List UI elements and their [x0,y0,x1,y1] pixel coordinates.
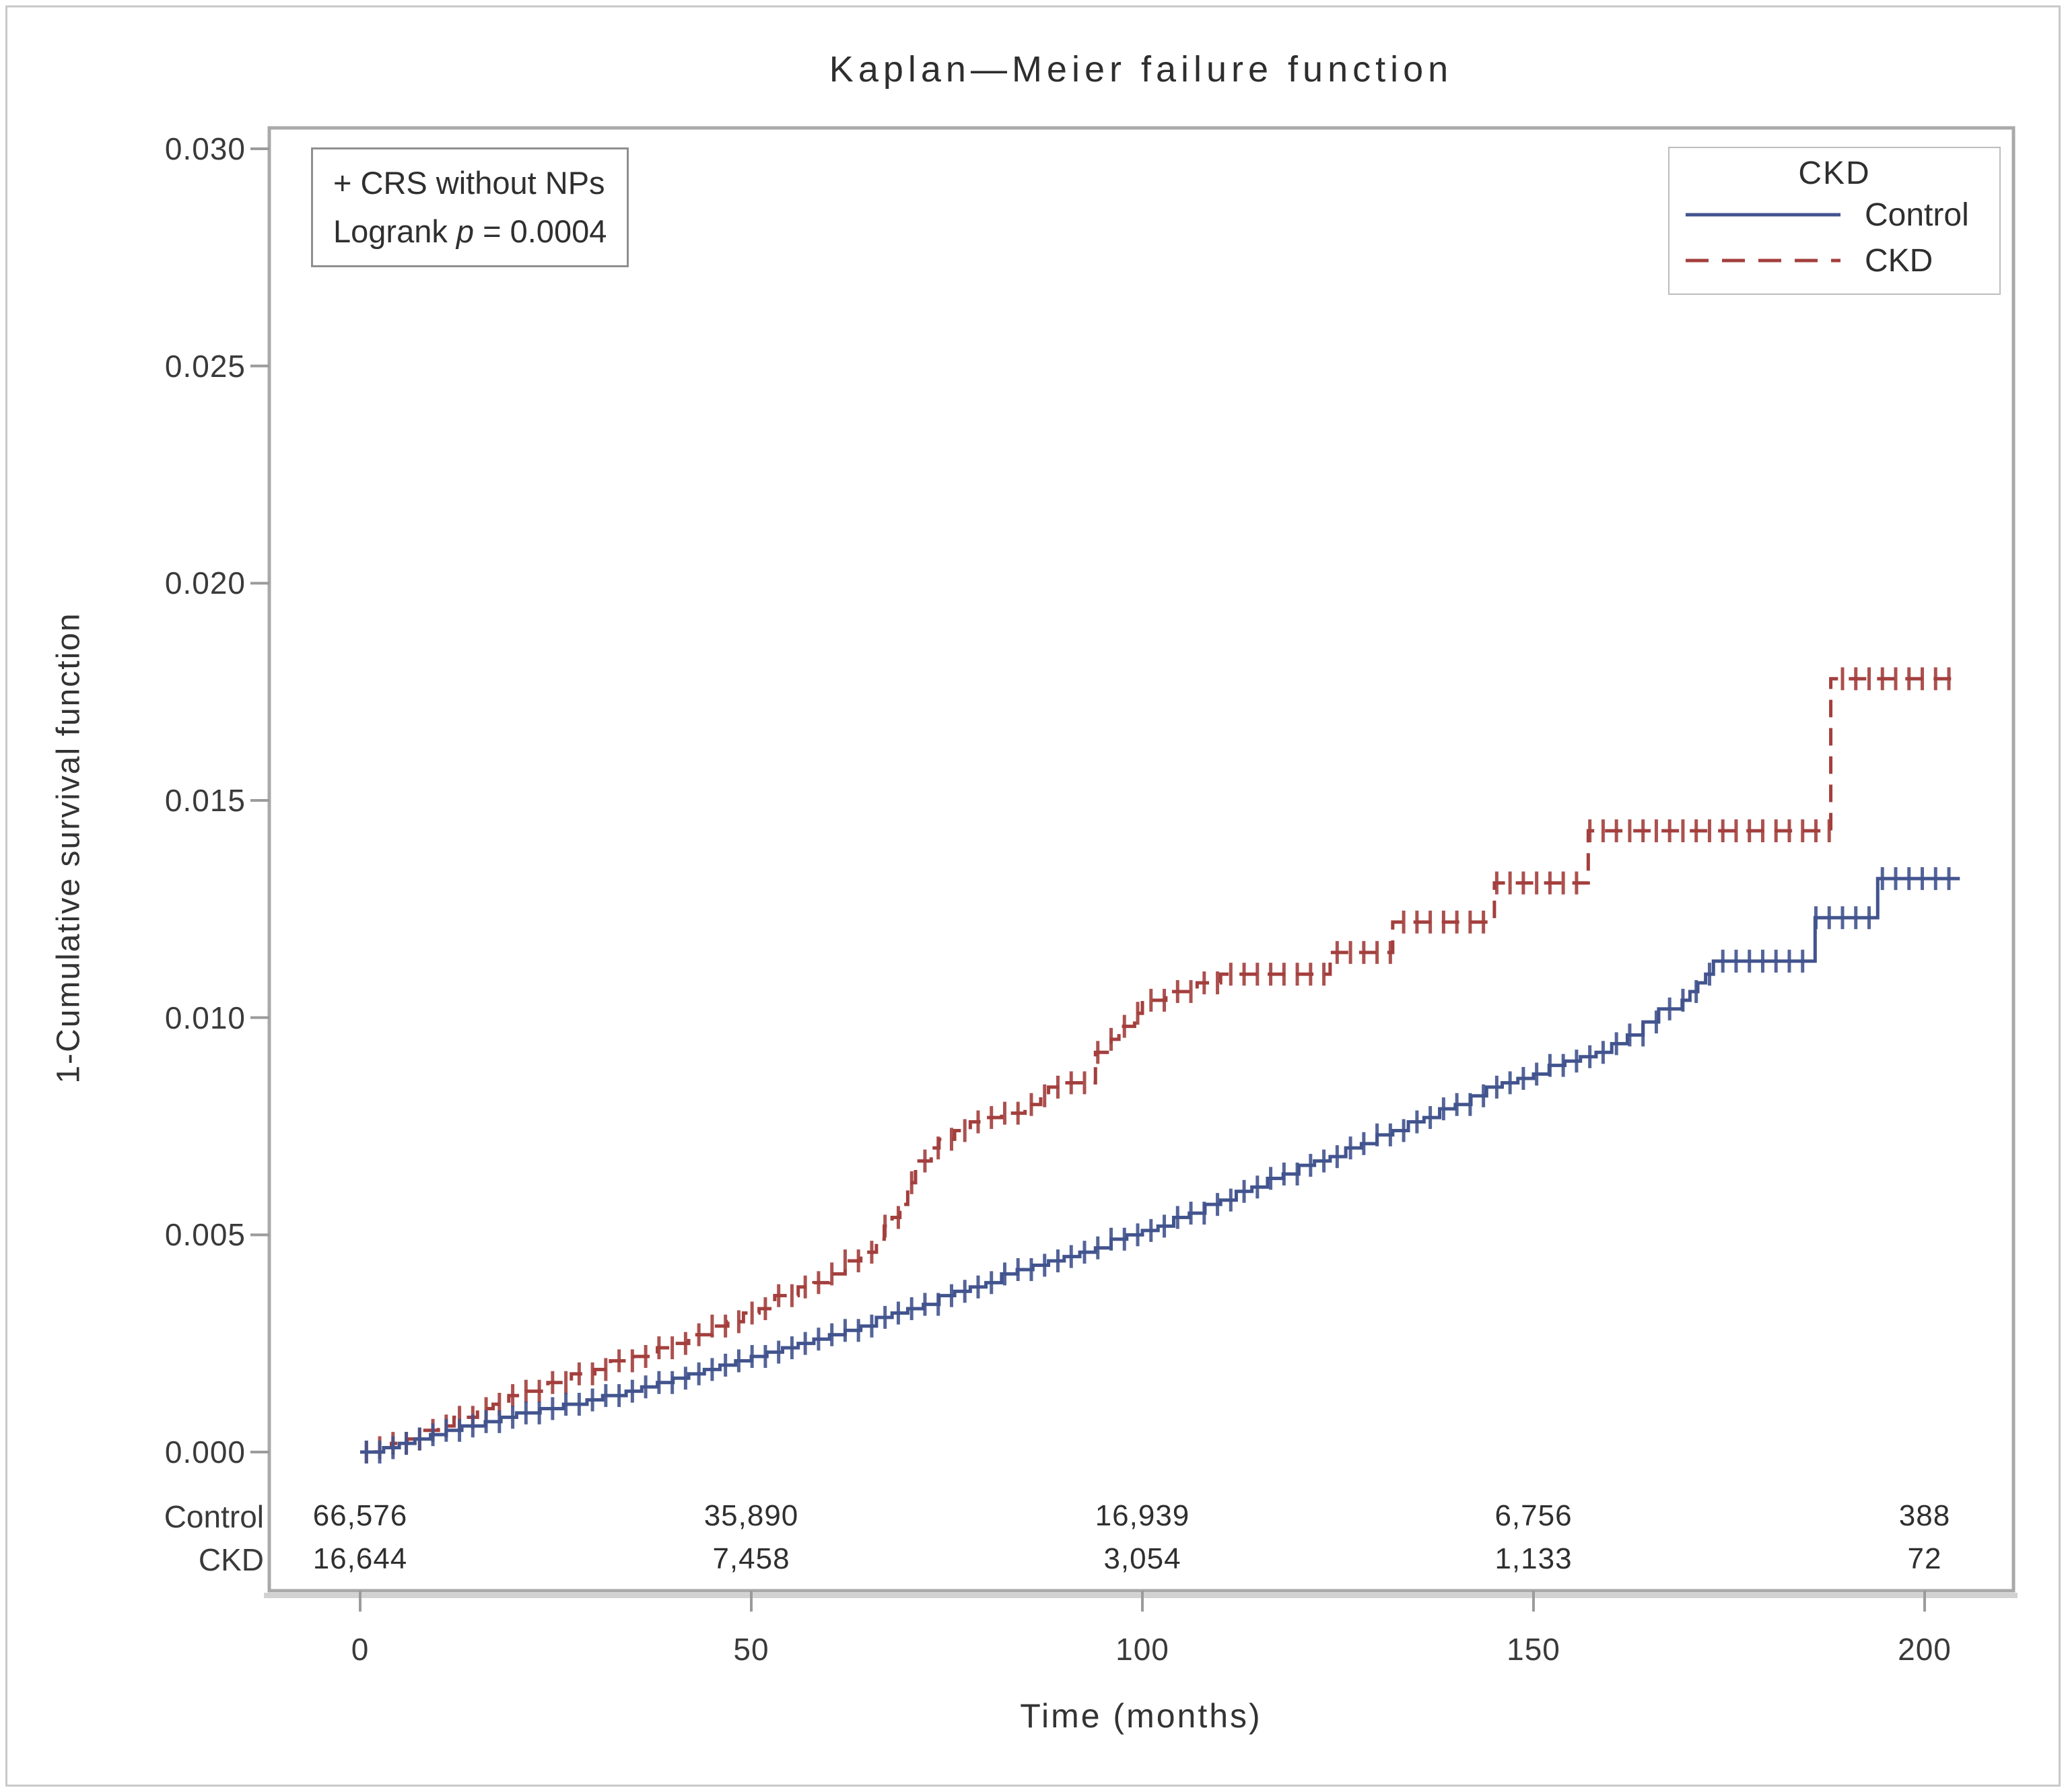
x-tick-label: 200 [1898,1632,1952,1667]
x-tick-label: 100 [1115,1632,1169,1667]
risk-count-control: 6,756 [1494,1499,1573,1532]
legend-entry-ckd: CKD [1669,238,1999,283]
y-tick-label: 0.025 [164,348,246,384]
risk-count-control: 35,890 [703,1499,799,1532]
y-tick-label: 0.015 [164,783,246,818]
page-title: Kaplan—Meier failure function [829,49,1453,90]
annotation-line2: Logrank p = 0.0004 [333,213,607,249]
risk-count-ckd: 7,458 [712,1542,790,1575]
risk-count-control: 388 [1898,1499,1951,1532]
risk-count-ckd: 72 [1907,1542,1942,1575]
plot-frame [267,126,2016,1593]
y-tick-label: 0.020 [164,565,246,601]
risk-row-label-ckd: CKD [198,1542,264,1577]
km-curve-ckd [360,677,1960,1454]
legend-entry-control: Control [1669,192,1999,238]
y-tick-label: 0.005 [164,1217,246,1253]
legend-line-dashed-icon [1686,259,1840,263]
legend-label-control: Control [1865,197,1969,233]
plot-frame-shadow [264,1593,2018,1598]
y-tick-label: 0.000 [164,1435,246,1470]
risk-count-control: 66,576 [312,1499,408,1532]
x-axis-title: Time (months) [1020,1697,1262,1735]
risk-count-ckd: 3,054 [1103,1542,1181,1575]
risk-count-ckd: 1,133 [1494,1542,1573,1575]
km-curve-control [360,876,1960,1454]
x-tick-label: 50 [733,1632,769,1667]
logrank-annotation-box: + CRS without NPs Logrank p = 0.0004 [311,147,629,267]
risk-count-control: 16,939 [1095,1499,1190,1532]
risk-row-label-control: Control [164,1499,264,1534]
legend-label-ckd: CKD [1865,242,1933,279]
legend: CKD Control CKD [1668,147,2001,295]
annotation-line1: + CRS without NPs [333,165,605,201]
y-tick-label: 0.010 [164,1000,246,1035]
y-tick-label: 0.030 [164,131,246,166]
x-tick-label: 150 [1507,1632,1560,1667]
x-tick-label: 0 [351,1632,370,1667]
legend-title: CKD [1798,156,1871,191]
p-symbol: p [456,213,475,249]
risk-count-ckd: 16,644 [312,1542,408,1575]
y-axis-title: 1-Cumulative survival function [50,612,87,1084]
legend-line-solid-icon [1686,213,1840,217]
